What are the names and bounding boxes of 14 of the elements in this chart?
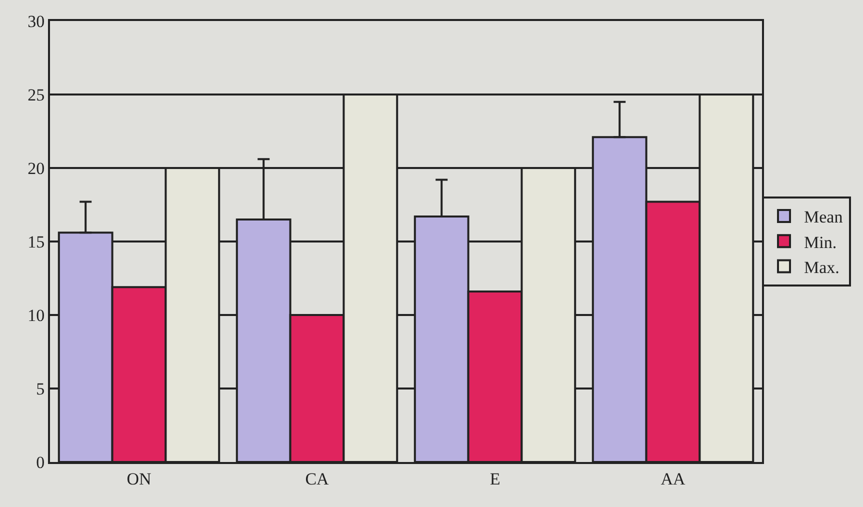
y-tick-label: 5 [36,379,45,398]
x-tick-label: CA [305,469,330,488]
y-tick-label: 10 [28,306,45,325]
legend-label: Max. [804,258,840,277]
y-tick-label: 15 [28,232,45,252]
legend-label: Mean [804,208,844,227]
x-tick-label: ON [126,469,152,488]
legend-label: Min. [804,232,837,252]
x-tick-label: E [490,469,500,488]
y-tick-label: 20 [28,158,45,178]
y-tick-label: 0 [36,452,45,472]
y-tick-label: 25 [28,85,45,104]
y-tick-label: 30 [28,12,45,31]
x-tick-label: AA [660,469,686,488]
